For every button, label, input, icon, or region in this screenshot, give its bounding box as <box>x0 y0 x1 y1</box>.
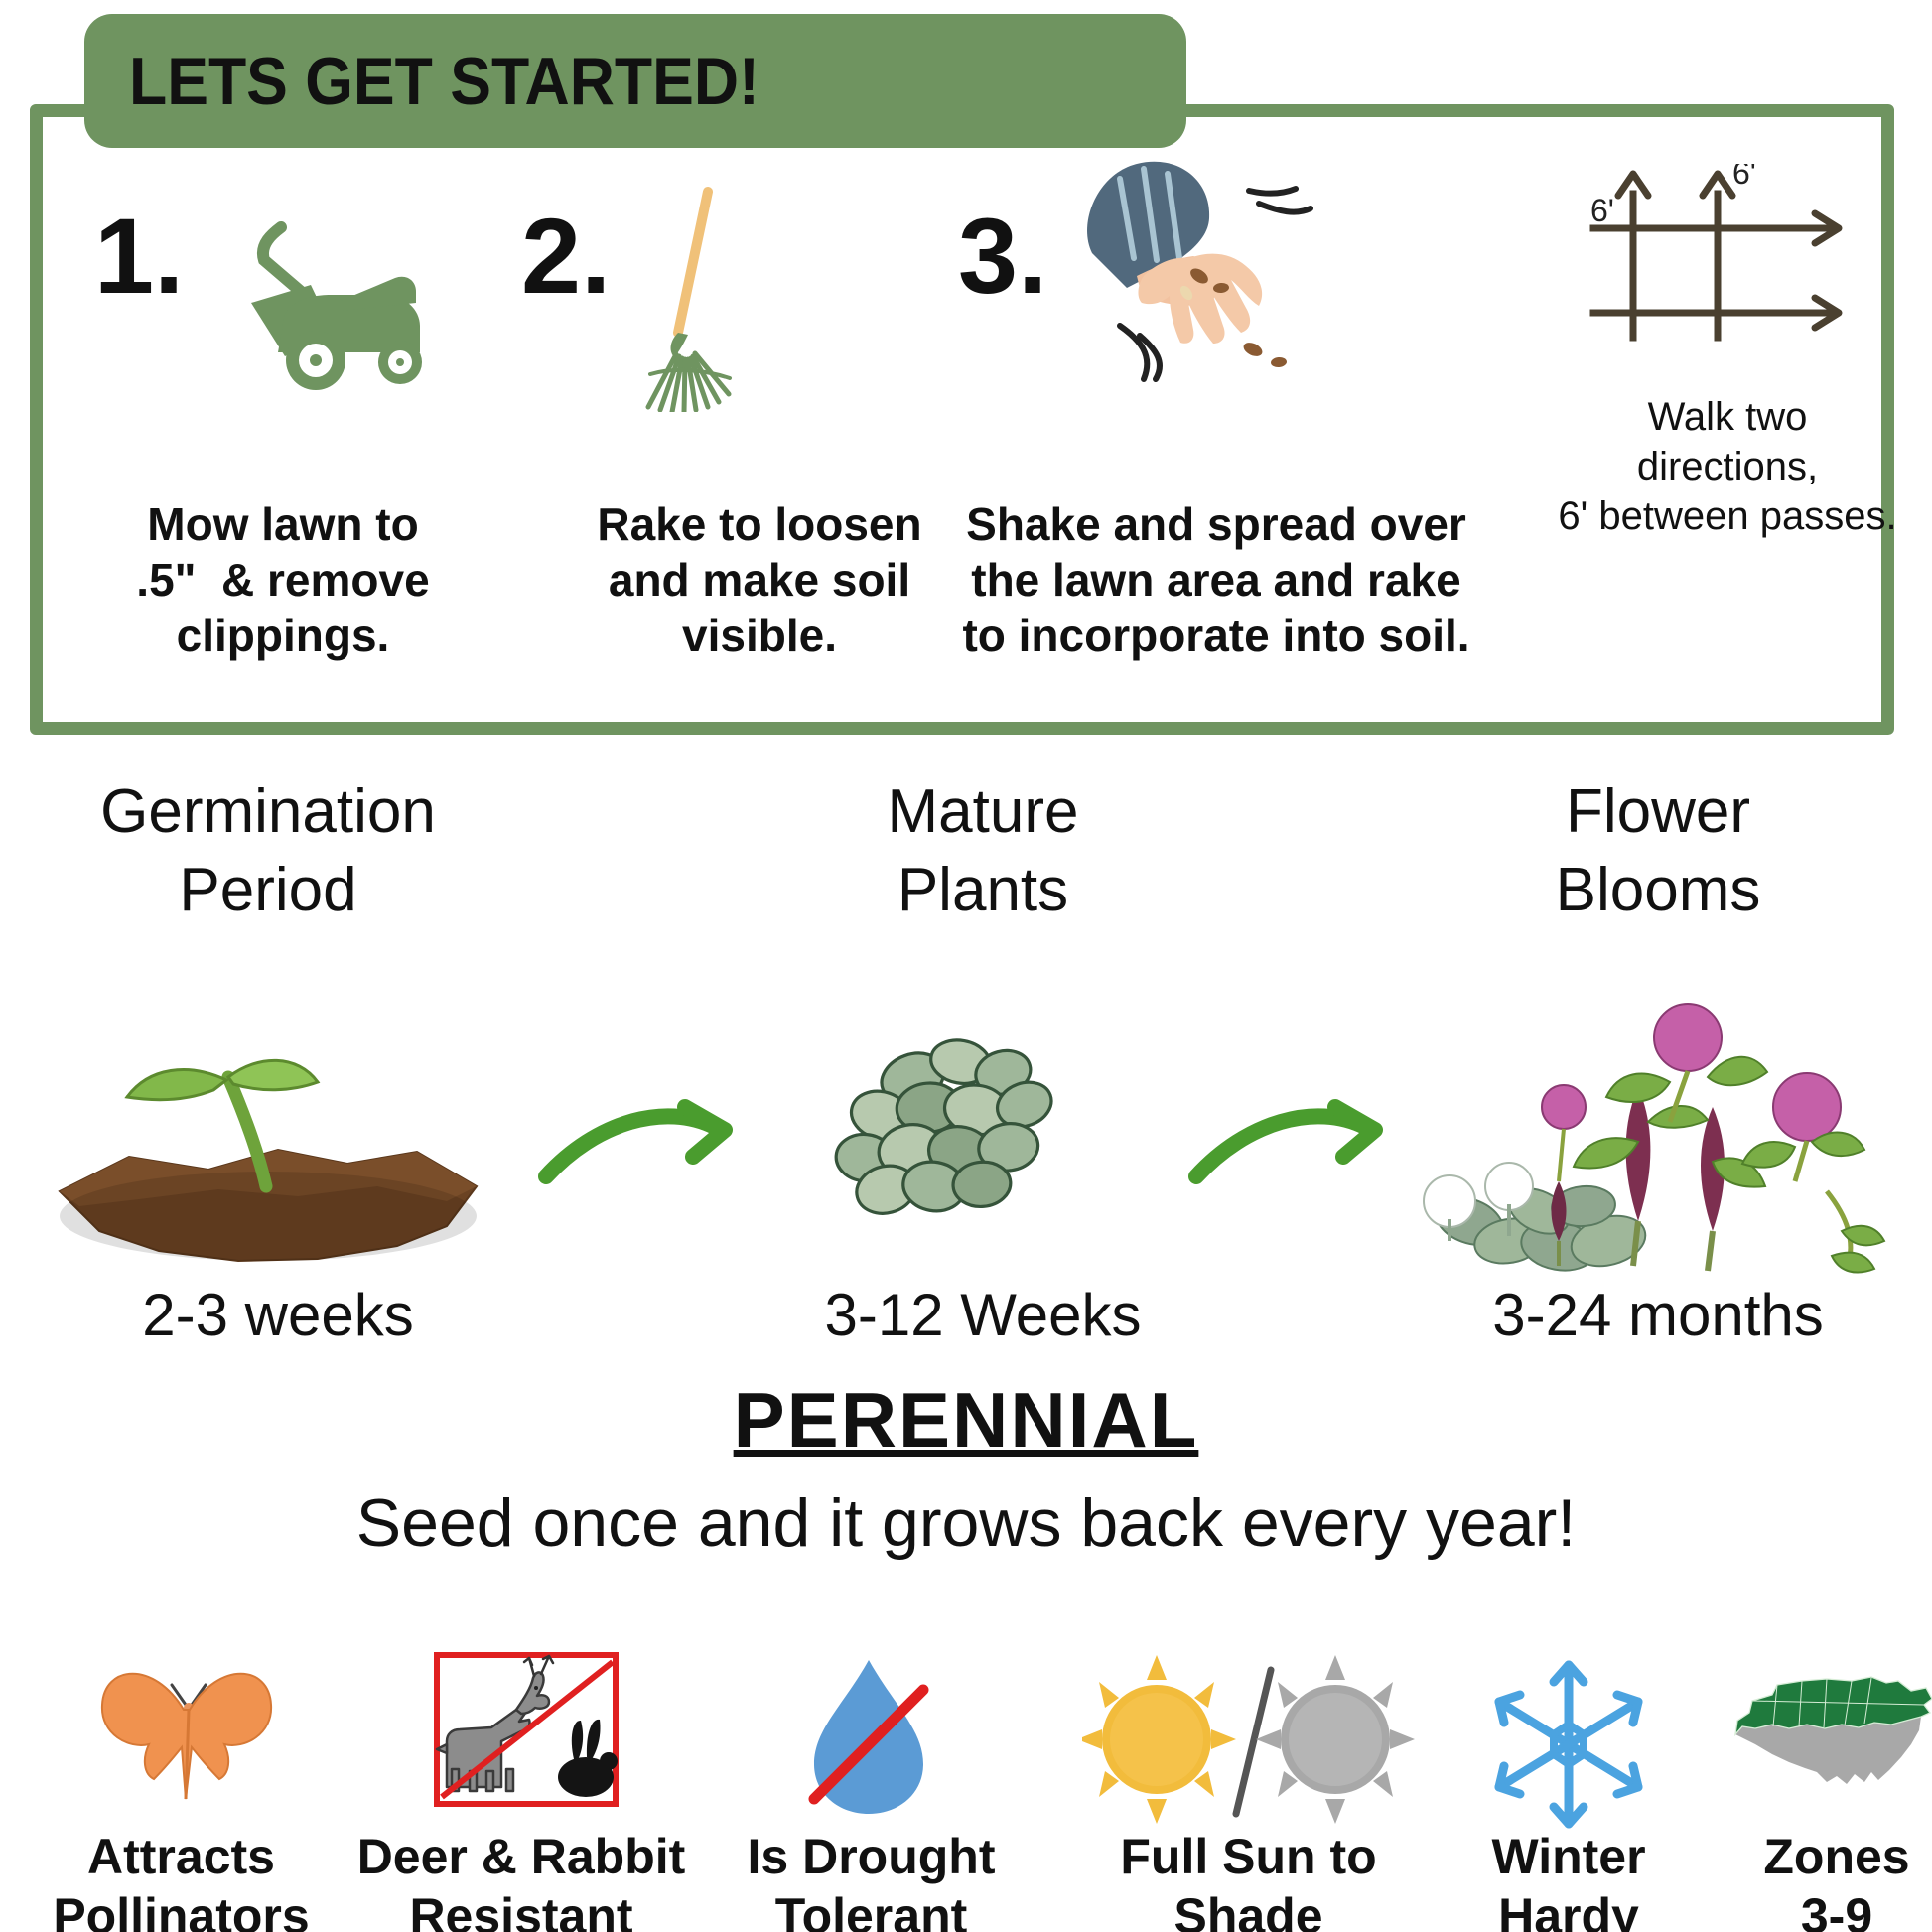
svg-text:6': 6' <box>1590 193 1614 228</box>
svg-text:6': 6' <box>1732 164 1756 191</box>
